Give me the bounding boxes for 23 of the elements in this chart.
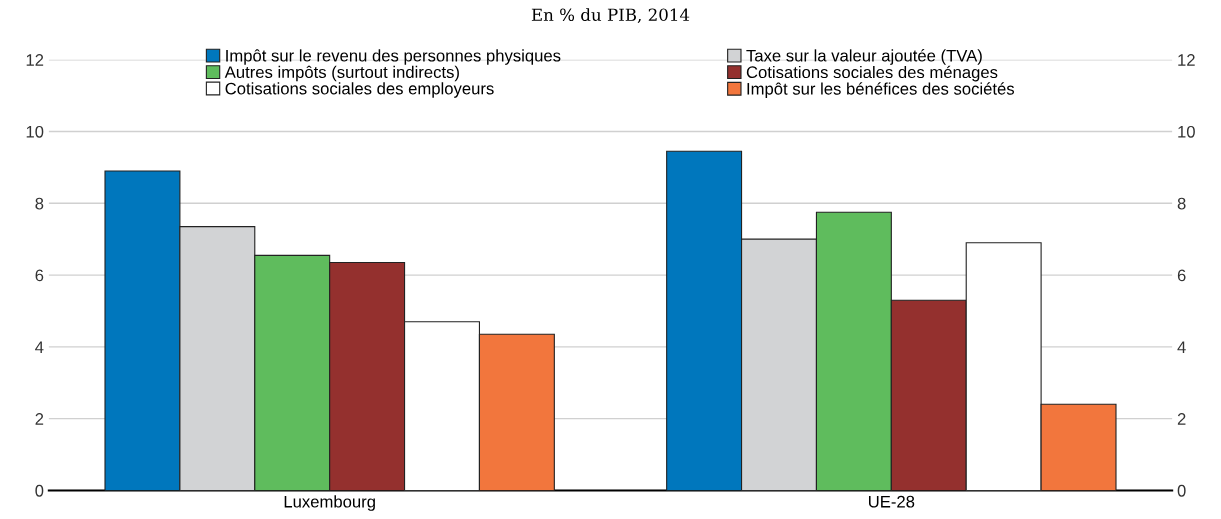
x-tick-label: Luxembourg <box>284 495 375 511</box>
y2-tick-label: 0 <box>1177 484 1186 497</box>
y-tick-label: 6 <box>35 269 44 282</box>
y-tick-label: 0 <box>35 484 44 497</box>
chart-title: En % du PIB, 2014 <box>531 8 690 24</box>
y2-tick-label: 12 <box>1178 54 1195 66</box>
y2-tick-label: 4 <box>1177 341 1186 353</box>
x-tick-label: UE-28 <box>869 495 915 508</box>
legend-label: Impôt sur les bénéfices des sociétés <box>747 82 1015 98</box>
legend-label: Taxe sur la valeur ajoutée (TVA) <box>746 49 982 65</box>
y-tick-label: 4 <box>35 341 44 353</box>
legend-label: Impôt sur le revenu des personnes physiques <box>226 49 561 65</box>
legend-label: Cotisations sociales des employeurs <box>225 82 494 98</box>
y2-tick-label: 2 <box>1177 413 1186 425</box>
y2-tick-label: 8 <box>1177 197 1186 210</box>
legend-label: Autres impôts (surtout indirects) <box>224 65 459 82</box>
y-tick-label: 8 <box>35 197 44 210</box>
y-tick-label: 2 <box>35 413 44 425</box>
y-tick-label: 10 <box>26 125 44 138</box>
legend-label: Cotisations sociales des ménages <box>746 65 998 82</box>
y2-tick-label: 10 <box>1178 125 1195 138</box>
y-tick-label: 12 <box>26 54 44 66</box>
y2-tick-label: 6 <box>1177 269 1186 282</box>
